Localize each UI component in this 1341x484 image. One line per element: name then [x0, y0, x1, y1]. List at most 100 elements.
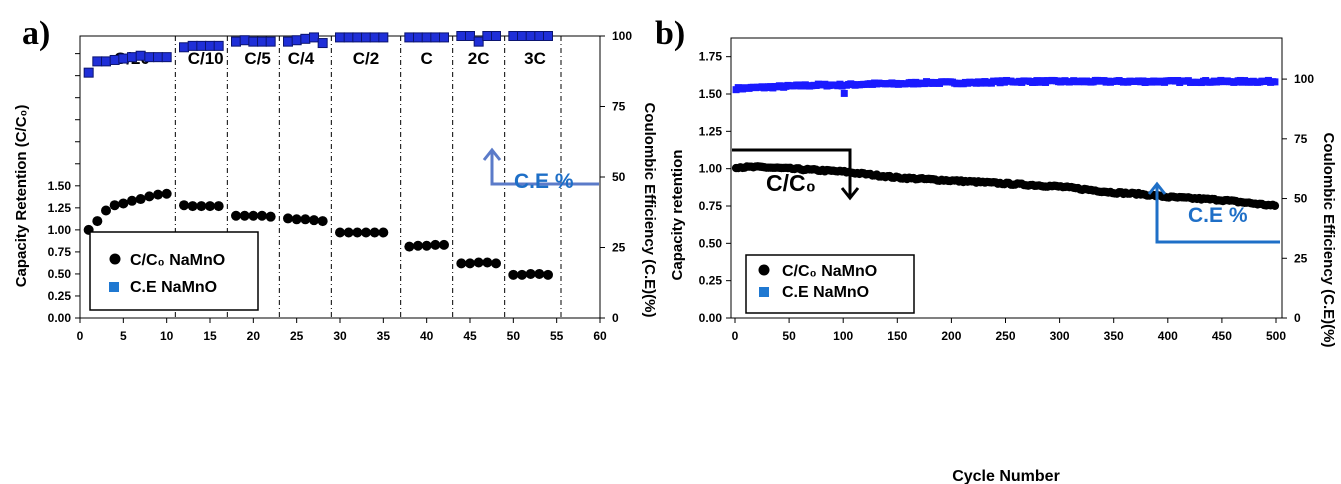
panel-a-retention-point-39: [482, 257, 493, 268]
panel-b-ce-point-99: [838, 82, 846, 90]
panel-a-ytick-label-5: 1.25: [48, 201, 72, 215]
panel-a-retention-point-5: [127, 195, 137, 206]
panel-a-retention-point-31: [404, 241, 415, 252]
panel-a-retention-point-10: [179, 200, 189, 211]
panel-a-retention-point-26: [343, 227, 354, 238]
panel-a-retention-point-28: [361, 227, 371, 238]
panel-a-legend-retention: C/C₀ NaMnO: [130, 252, 225, 269]
panel-a-y2tick-label-0: 0: [612, 311, 619, 325]
panel-a-retention-point-21: [291, 214, 302, 225]
panel-b-xtick-label-2: 100: [833, 329, 853, 343]
panel-a-y2tick-label-1: 25: [612, 241, 626, 255]
panel-a-xtick-label-2: 10: [160, 329, 174, 343]
panel-a-ce-annotation-arrow: [482, 147, 599, 186]
panel-b-legend-ce: C.E NaMnO: [782, 284, 869, 301]
panel-b-retention-annotation-arrow: [732, 148, 860, 201]
panel-a-xtick-label-0: 0: [77, 329, 84, 343]
panel-a-xtick-label-10: 50: [507, 329, 521, 343]
panel-b-xtick-label-9: 450: [1212, 329, 1232, 343]
panel-a-ce-point-3: [109, 54, 120, 65]
panel-a-ytick-label-1: 0.25: [48, 289, 72, 303]
panel-b-ytick-label-6: 1.50: [699, 87, 723, 101]
panel-a-retention-point-23: [309, 215, 319, 226]
panel-b-ytick-label-5: 1.25: [699, 124, 723, 138]
panel-a-retention-point-4: [118, 198, 129, 209]
panel-a-ce-point-0: [83, 67, 94, 78]
panel-a-ce-point-9: [161, 52, 172, 63]
panel-a-ytick-label-6: 1.50: [48, 179, 72, 193]
panel-a-xtick-label-7: 35: [377, 329, 391, 343]
panel-a-ce-point-44: [534, 31, 545, 41]
panel-a-retention-point-20: [283, 213, 293, 224]
panel-a-rate-label-1: C/10: [188, 49, 224, 68]
panel-a-ce-point-38: [473, 36, 484, 47]
panel-a-ce-point-1: [92, 56, 103, 67]
panel-a-ce-point-33: [421, 32, 432, 43]
legend-b-retention-marker: [758, 264, 770, 276]
panel-a-rate-label-7: 3C: [524, 49, 546, 68]
panel-a-xtick-label-5: 25: [290, 329, 304, 343]
panel-b-y2tick-label-0: 0: [1294, 311, 1301, 325]
panel-a-ce-point-12: [196, 40, 207, 51]
panel-b-xtick-label-7: 350: [1104, 329, 1124, 343]
panel-a-rate-label-5: C: [421, 49, 433, 68]
panel-a-xtick-label-4: 20: [247, 329, 261, 343]
panel-a-retention-point-29: [369, 227, 380, 238]
panel-b-label: b): [655, 15, 685, 52]
panel-a-rate-label-2: C/5: [244, 49, 270, 68]
panel-b-xtick-label-5: 250: [995, 329, 1015, 343]
panel-a-ce-point-5: [127, 52, 137, 63]
panel-a-retention-point-37: [465, 258, 475, 269]
panel-a-ce-point-16: [239, 35, 250, 46]
panel-a-xtick-label-6: 30: [333, 329, 347, 343]
panel-a-ce-point-22: [300, 33, 311, 44]
panel-a-retention-point-27: [352, 227, 363, 238]
panel-a-xtick-label-3: 15: [203, 329, 217, 343]
panel-a-ce-point-30: [378, 32, 389, 43]
panel-b-legend: C/C₀ NaMnO C.E NaMnO: [745, 254, 915, 314]
panel-a-retention-point-15: [231, 210, 241, 221]
panel-a-retention-point-6: [135, 194, 146, 205]
panel-b-xtick-label-0: 0: [732, 329, 739, 343]
panel-a-y-axis-label: Capacity Retention (C/C₀): [13, 105, 30, 288]
panel-b-ce-annotation-arrow: [1147, 181, 1280, 244]
panel-b-y-axis-label: Capacity retention: [669, 150, 686, 281]
panel-a-ce-point-32: [413, 32, 423, 43]
panel-a-retention-point-32: [413, 240, 423, 251]
panel-a-retention-point-19: [265, 211, 276, 222]
panel-a-ytick-label-3: 0.75: [48, 245, 72, 259]
panel-a-ce-point-7: [144, 52, 155, 63]
panel-a-x-ticks: 0 5 10 15 20 25 30 35 40 45 50 55 60: [77, 318, 607, 343]
panel-a-retention-point-9: [161, 188, 172, 199]
panel-a-ce-point-24: [317, 38, 328, 49]
panel-a-ce-point-21: [291, 35, 302, 46]
panel-a-xtick-label-8: 40: [420, 329, 434, 343]
panel-a-ce-point-6: [135, 50, 146, 61]
panel-a-retention-point-12: [196, 201, 207, 212]
panel-a-ce-point-20: [283, 36, 293, 47]
panel-a-ce-point-19: [265, 36, 276, 47]
panel-a-legend: C/C₀ NaMnO C.E NaMnO: [89, 231, 259, 311]
panel-a-retention-series: [83, 188, 553, 280]
panel-a-ce-point-41: [508, 31, 519, 41]
panel-a-retention-point-33: [421, 240, 432, 251]
panel-a-ce-series: [83, 31, 553, 78]
panel-a-ce-point-15: [231, 36, 241, 47]
panel-b-xtick-label-6: 300: [1050, 329, 1070, 343]
panel-a-ce-annotation: C.E %: [514, 170, 574, 193]
panel-a-ce-point-40: [491, 31, 501, 41]
panel-b-ytick-label-2: 0.50: [699, 236, 723, 250]
panel-a-rate-label-6: 2C: [468, 49, 490, 68]
panel-a-xtick-label-11: 55: [550, 329, 564, 343]
panel-a-retention-point-14: [213, 201, 224, 212]
legend-retention-marker: [109, 253, 121, 265]
panel-a-y-ticks: 0.00 0.25 0.50 0.75 1.00 1.25 1.50: [48, 53, 80, 325]
panel-a-retention-point-17: [248, 210, 259, 221]
panel-b-retention-annotation: C/C₀: [766, 170, 816, 196]
panel-a-rate-label-3: C/4: [288, 49, 315, 68]
panel-a-rate-label-4: C/2: [353, 49, 379, 68]
panel-a-retention-point-22: [300, 214, 311, 225]
panel-a-retention-point-36: [456, 258, 467, 269]
